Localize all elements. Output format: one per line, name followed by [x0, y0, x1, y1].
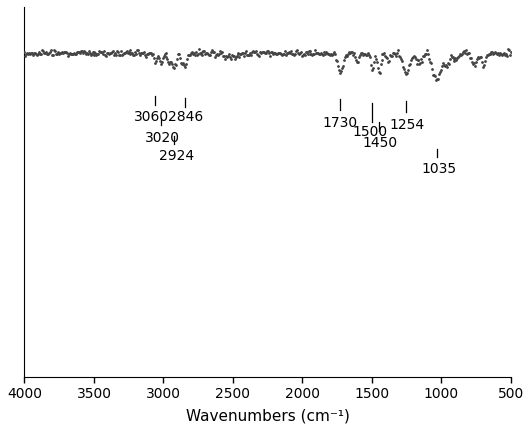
Text: 3020: 3020: [145, 131, 180, 145]
Text: 1450: 1450: [362, 136, 397, 150]
Text: 1730: 1730: [322, 116, 357, 130]
Text: 2924: 2924: [159, 149, 194, 163]
Text: 1500: 1500: [353, 125, 388, 139]
X-axis label: Wavenumbers (cm⁻¹): Wavenumbers (cm⁻¹): [186, 408, 349, 423]
Text: 3060: 3060: [134, 111, 169, 124]
Text: 2846: 2846: [168, 111, 203, 124]
Text: 1254: 1254: [390, 118, 425, 132]
Text: 1035: 1035: [421, 162, 456, 176]
